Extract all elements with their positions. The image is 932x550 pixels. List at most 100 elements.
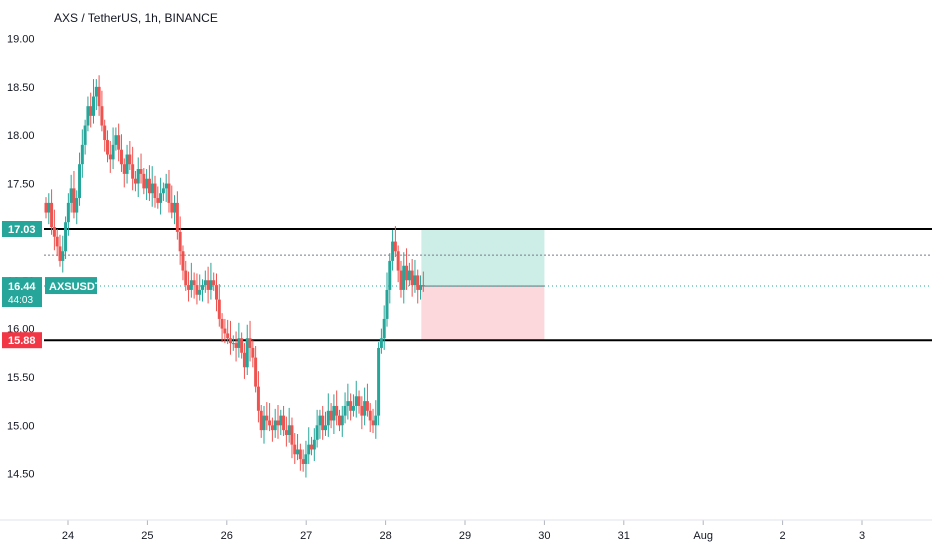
candle-body <box>131 164 135 179</box>
candle-body <box>405 265 409 281</box>
level-price-label: 15.88 <box>8 335 36 347</box>
candle-body <box>192 280 196 286</box>
candle-body <box>248 338 252 348</box>
candle-body <box>44 202 48 213</box>
x-tick-label: 27 <box>300 530 312 542</box>
candle-body <box>335 405 339 416</box>
candle-body <box>251 347 255 358</box>
candle-body <box>287 425 291 435</box>
candle-body <box>156 198 160 203</box>
candle-body <box>399 270 403 290</box>
candle-body <box>290 425 294 445</box>
candle-body <box>419 285 423 290</box>
candle-body <box>201 285 205 290</box>
candle-body <box>368 410 372 421</box>
loss-zone[interactable] <box>421 286 545 341</box>
candle-body <box>145 178 149 189</box>
candle-body <box>360 405 364 416</box>
candle-body <box>50 202 54 228</box>
candle-body <box>97 86 101 107</box>
candle-body <box>75 198 79 213</box>
candle-body <box>301 459 305 464</box>
candle-body <box>228 338 232 344</box>
candle-body <box>351 405 355 411</box>
y-tick-label: 19.00 <box>7 34 35 46</box>
profit-zone[interactable] <box>421 228 545 287</box>
candle-body <box>94 86 98 97</box>
candle-body <box>220 318 224 329</box>
candle-body <box>114 135 118 145</box>
candle-body <box>402 265 406 290</box>
candle-body <box>125 154 129 174</box>
candle-body <box>382 318 386 339</box>
candle-body <box>273 420 277 431</box>
candle-body <box>321 415 325 431</box>
candle-body <box>312 439 316 450</box>
candle-body <box>66 202 70 223</box>
x-tick-label: 24 <box>62 530 74 542</box>
candle-body <box>173 202 177 213</box>
candle-body <box>234 343 238 348</box>
level-price-tag <box>2 332 42 349</box>
candle-body <box>153 183 157 199</box>
candle-body <box>329 410 333 421</box>
candle-body <box>259 410 263 431</box>
candle-body <box>343 405 347 416</box>
x-tick-label: 31 <box>618 530 630 542</box>
candle-body <box>262 415 266 431</box>
candle-body <box>150 183 154 194</box>
candle-body <box>117 135 121 150</box>
candle-body <box>254 357 258 387</box>
x-tick-label: 30 <box>538 530 550 542</box>
candle-body <box>108 154 112 160</box>
candle-body <box>296 449 300 455</box>
x-tick-label: 28 <box>379 530 391 542</box>
countdown-label: 44:03 <box>8 295 33 306</box>
candle-body <box>332 405 336 421</box>
candle-body <box>298 449 302 460</box>
candle-body <box>282 415 286 431</box>
y-tick-label: 14.50 <box>7 469 35 481</box>
candle-body <box>100 106 104 126</box>
candle-body <box>161 188 165 194</box>
y-tick-label: 18.50 <box>7 82 35 94</box>
candle-body <box>164 183 168 189</box>
candle-body <box>122 164 126 174</box>
candle-body <box>80 144 84 165</box>
candle-body <box>52 227 56 237</box>
candle-body <box>379 338 383 348</box>
candle-body <box>377 347 381 416</box>
level-price-label: 17.03 <box>8 224 36 236</box>
x-axis: 24 25 26 27 28 29 30 31 Aug 2 3 <box>62 520 865 542</box>
candle-body <box>413 275 417 286</box>
y-tick-label: 17.50 <box>7 179 35 191</box>
candle-body <box>187 285 191 290</box>
candle-body <box>133 178 137 184</box>
candle-body <box>139 169 143 174</box>
candle-body <box>265 415 269 421</box>
candle-body <box>324 425 328 431</box>
x-tick-label: Aug <box>693 530 713 542</box>
candle-body <box>416 275 420 290</box>
candle-body <box>223 328 227 334</box>
candle-body <box>391 241 395 261</box>
candle-body <box>237 338 241 348</box>
candle-body <box>226 333 230 339</box>
candle-body <box>357 396 361 406</box>
candle-body <box>242 352 246 368</box>
candle-body <box>86 106 90 126</box>
candle-body <box>231 343 235 345</box>
candle-body <box>337 415 341 426</box>
position-zones <box>421 228 545 341</box>
x-tick-label: 25 <box>141 530 153 542</box>
candle-body <box>128 154 132 165</box>
candle-body <box>276 420 280 426</box>
candle-body <box>167 183 171 203</box>
candle-body <box>58 246 62 261</box>
candle-body <box>147 178 151 194</box>
symbol-tag <box>45 277 97 295</box>
candle-body <box>64 222 68 252</box>
candle-body <box>363 401 367 416</box>
